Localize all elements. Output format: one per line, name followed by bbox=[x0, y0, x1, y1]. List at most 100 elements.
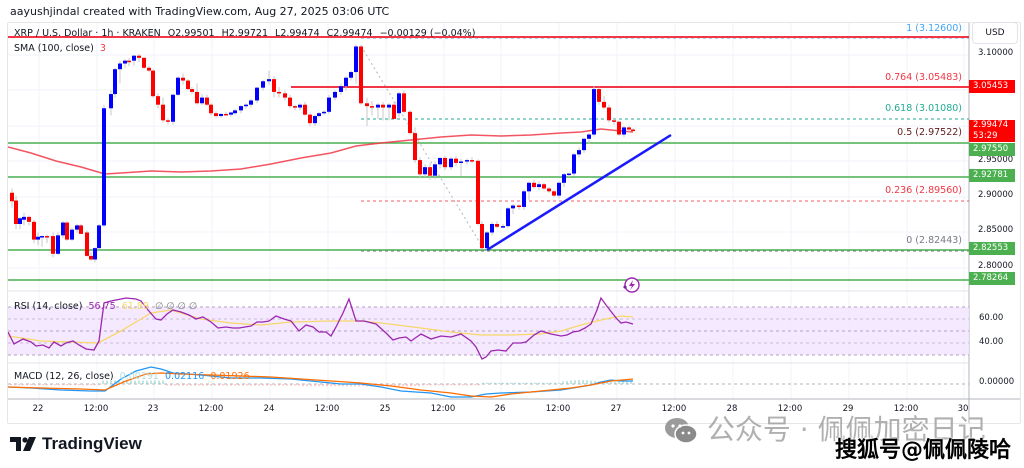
candle[interactable] bbox=[137, 55, 141, 58]
candle[interactable] bbox=[303, 104, 307, 115]
candle[interactable] bbox=[244, 104, 248, 107]
candle[interactable] bbox=[572, 154, 576, 174]
support-lines[interactable] bbox=[8, 142, 969, 281]
candle[interactable] bbox=[485, 232, 489, 249]
candle[interactable] bbox=[36, 236, 40, 240]
candle[interactable] bbox=[617, 121, 621, 135]
candle[interactable] bbox=[255, 87, 259, 101]
candle[interactable] bbox=[85, 232, 89, 256]
candle[interactable] bbox=[631, 129, 635, 132]
candle[interactable] bbox=[495, 223, 499, 227]
candle[interactable] bbox=[413, 133, 417, 161]
candle[interactable] bbox=[277, 91, 281, 94]
sma-legend[interactable]: SMA (100, close) 3 bbox=[14, 43, 106, 54]
candle[interactable] bbox=[261, 81, 265, 88]
candle[interactable] bbox=[308, 114, 312, 124]
candle[interactable] bbox=[171, 94, 175, 122]
candle[interactable] bbox=[249, 100, 253, 105]
candle[interactable] bbox=[359, 46, 363, 104]
candle[interactable] bbox=[511, 205, 515, 209]
candle[interactable] bbox=[209, 104, 213, 114]
candle[interactable] bbox=[459, 161, 463, 164]
candle[interactable] bbox=[32, 221, 36, 240]
candle[interactable] bbox=[233, 110, 237, 114]
candle[interactable] bbox=[161, 104, 165, 121]
rsi-legend[interactable]: RSI (14, close) 56.75 61.89 ∅ ∅ ∅ ∅ bbox=[14, 301, 197, 312]
candle[interactable] bbox=[527, 182, 531, 192]
candle[interactable] bbox=[418, 160, 422, 175]
candle[interactable] bbox=[322, 111, 326, 114]
candle[interactable] bbox=[532, 182, 536, 188]
candle[interactable] bbox=[93, 248, 97, 260]
candle[interactable] bbox=[313, 116, 317, 124]
candle[interactable] bbox=[79, 225, 83, 234]
candle[interactable] bbox=[123, 60, 127, 64]
fibonacci-retracement[interactable] bbox=[360, 37, 969, 252]
candle[interactable] bbox=[45, 236, 49, 238]
candle[interactable] bbox=[376, 104, 380, 108]
candle[interactable] bbox=[433, 164, 437, 176]
candle[interactable] bbox=[89, 255, 93, 260]
candle[interactable] bbox=[51, 236, 55, 254]
macd-legend[interactable]: MACD (12, 26, close) 0.00191 0.02116 0.0… bbox=[14, 371, 250, 382]
candle[interactable] bbox=[470, 160, 474, 162]
time-axis[interactable]: 22 12:00 23 12:00 24 12:00 25 12:00 26 12:00 27 12:… bbox=[7, 402, 969, 418]
candle[interactable] bbox=[97, 225, 101, 249]
candle[interactable] bbox=[612, 120, 616, 122]
candle[interactable] bbox=[229, 112, 233, 115]
candle[interactable] bbox=[327, 97, 331, 112]
candle[interactable] bbox=[118, 63, 122, 70]
candle[interactable] bbox=[557, 182, 561, 196]
candle[interactable] bbox=[547, 188, 551, 192]
candle[interactable] bbox=[567, 173, 571, 176]
candle[interactable] bbox=[56, 235, 60, 254]
candle[interactable] bbox=[127, 60, 131, 63]
candle[interactable] bbox=[537, 184, 541, 188]
candle[interactable] bbox=[22, 216, 26, 220]
candle[interactable] bbox=[607, 107, 611, 121]
candle[interactable] bbox=[132, 55, 136, 61]
candle[interactable] bbox=[408, 111, 412, 134]
candle[interactable] bbox=[142, 57, 146, 68]
candle[interactable] bbox=[102, 108, 106, 226]
candle[interactable] bbox=[151, 70, 155, 97]
candle[interactable] bbox=[61, 222, 65, 236]
candle[interactable] bbox=[402, 93, 406, 112]
candle[interactable] bbox=[392, 104, 396, 119]
candle[interactable] bbox=[65, 222, 69, 240]
candle[interactable] bbox=[14, 200, 18, 224]
candle[interactable] bbox=[370, 106, 374, 108]
candle[interactable] bbox=[195, 91, 199, 104]
candle[interactable] bbox=[490, 223, 494, 233]
candle[interactable] bbox=[454, 158, 458, 163]
candle[interactable] bbox=[190, 89, 194, 92]
candle[interactable] bbox=[18, 218, 22, 224]
candle[interactable] bbox=[365, 103, 369, 107]
candle[interactable] bbox=[181, 77, 185, 81]
candle[interactable] bbox=[354, 46, 358, 73]
lightning-alert-icon[interactable] bbox=[623, 277, 640, 293]
candle[interactable] bbox=[109, 94, 113, 109]
candle[interactable] bbox=[10, 192, 14, 202]
candle[interactable] bbox=[552, 191, 556, 196]
candle[interactable] bbox=[506, 208, 510, 227]
candle[interactable] bbox=[333, 91, 337, 98]
candle[interactable] bbox=[428, 167, 432, 176]
candle[interactable] bbox=[75, 225, 79, 230]
candle[interactable] bbox=[349, 72, 353, 78]
chart-container[interactable]: XRP / U.S. Dollar · 1h · KRAKEN O2.99501… bbox=[7, 22, 1021, 424]
currency-button[interactable]: USD bbox=[972, 22, 1018, 44]
candle[interactable] bbox=[317, 113, 321, 117]
candle[interactable] bbox=[627, 127, 631, 130]
candle[interactable] bbox=[465, 160, 469, 162]
candle[interactable] bbox=[387, 104, 391, 108]
candle[interactable] bbox=[224, 113, 228, 116]
candle[interactable] bbox=[219, 113, 223, 117]
ohlc-legend[interactable]: XRP / U.S. Dollar · 1h · KRAKEN O2.99501… bbox=[14, 28, 475, 39]
candlesticks[interactable] bbox=[10, 44, 635, 263]
candle[interactable] bbox=[113, 69, 117, 95]
candle[interactable] bbox=[522, 191, 526, 207]
candle[interactable] bbox=[200, 97, 204, 104]
candle[interactable] bbox=[70, 229, 74, 240]
candle[interactable] bbox=[597, 89, 601, 102]
